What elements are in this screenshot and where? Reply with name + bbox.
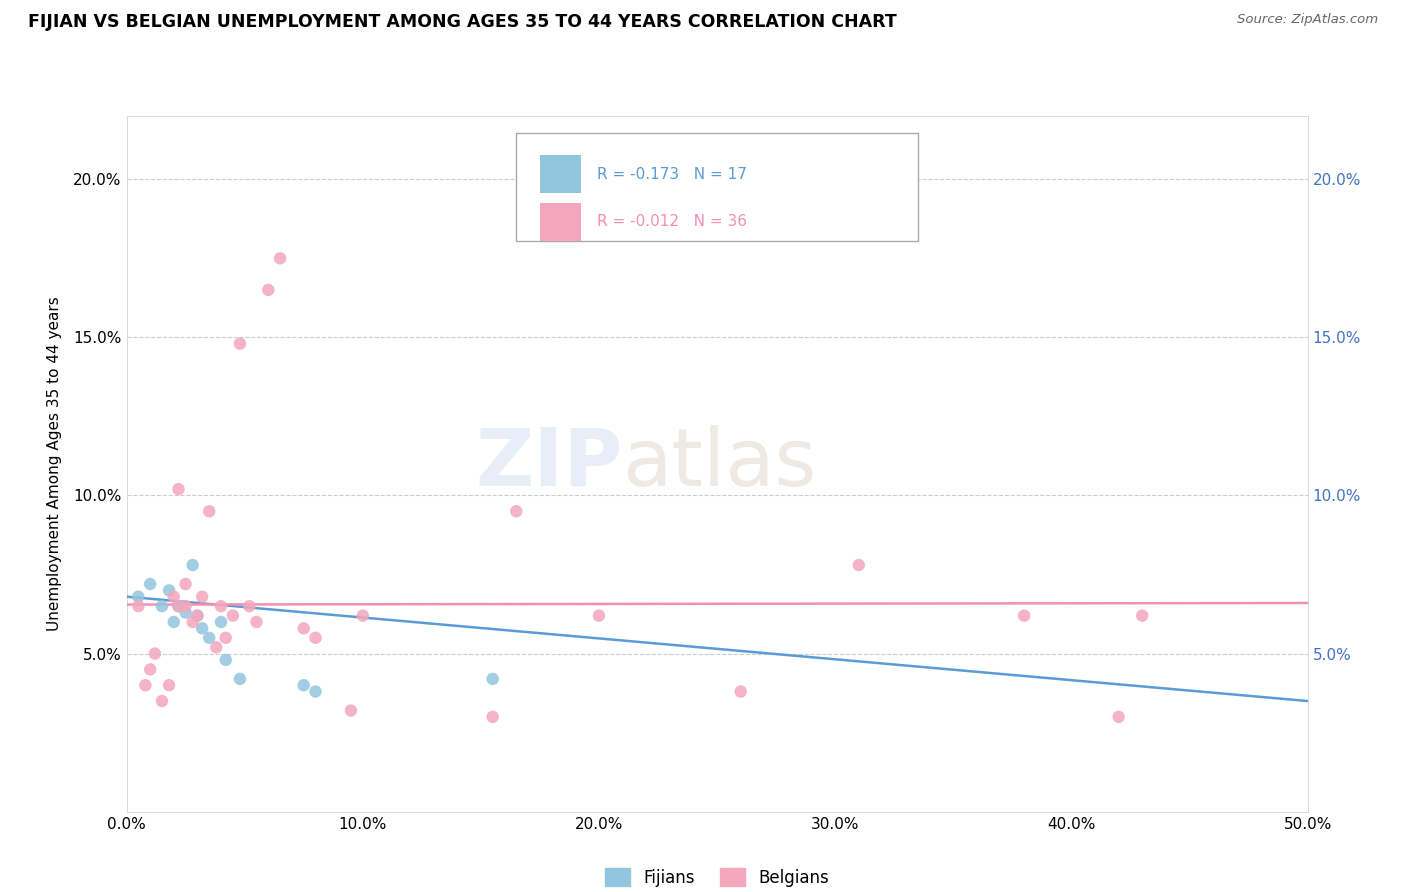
Point: [167, 482, 190, 496]
Point: [481, 672, 503, 686]
Point: [150, 694, 173, 708]
Point: [245, 615, 267, 629]
Point: [229, 672, 252, 686]
Point: [588, 608, 610, 623]
Point: [1012, 608, 1035, 623]
Point: [730, 684, 752, 698]
Point: [143, 647, 166, 661]
Point: [139, 577, 162, 591]
Point: [127, 599, 149, 614]
Point: [181, 558, 204, 572]
Point: [505, 504, 527, 518]
Point: [157, 678, 180, 692]
Point: [304, 684, 326, 698]
Legend: Fijians, Belgians: Fijians, Belgians: [599, 862, 835, 892]
Point: [127, 590, 149, 604]
Point: [150, 599, 173, 614]
Point: [174, 577, 197, 591]
Text: R = -0.012   N = 36: R = -0.012 N = 36: [596, 214, 747, 229]
Point: [340, 704, 363, 718]
Point: [292, 678, 315, 692]
Point: [257, 283, 280, 297]
Point: [186, 608, 208, 623]
Text: Source: ZipAtlas.com: Source: ZipAtlas.com: [1237, 13, 1378, 27]
Point: [352, 608, 374, 623]
Point: [139, 662, 162, 676]
Point: [215, 653, 238, 667]
Point: [198, 631, 221, 645]
Point: [481, 710, 503, 724]
Point: [181, 615, 204, 629]
Point: [157, 583, 180, 598]
Point: [292, 621, 315, 635]
Text: atlas: atlas: [623, 425, 817, 503]
Point: [191, 621, 214, 635]
Point: [163, 590, 186, 604]
Bar: [540, 155, 581, 194]
Text: ZIP: ZIP: [475, 425, 623, 503]
Text: R = -0.173   N = 17: R = -0.173 N = 17: [596, 167, 747, 182]
Point: [1130, 608, 1153, 623]
Bar: [516, 134, 918, 241]
Point: [205, 640, 228, 655]
Point: [186, 608, 208, 623]
Point: [191, 590, 214, 604]
Point: [229, 336, 252, 351]
Point: [209, 615, 232, 629]
Point: [215, 631, 238, 645]
Point: [238, 599, 260, 614]
Point: [167, 599, 190, 614]
Y-axis label: Unemployment Among Ages 35 to 44 years: Unemployment Among Ages 35 to 44 years: [48, 296, 62, 632]
Bar: [540, 202, 581, 241]
Text: FIJIAN VS BELGIAN UNEMPLOYMENT AMONG AGES 35 TO 44 YEARS CORRELATION CHART: FIJIAN VS BELGIAN UNEMPLOYMENT AMONG AGE…: [28, 13, 897, 31]
Point: [167, 599, 190, 614]
Point: [304, 631, 326, 645]
Point: [134, 678, 156, 692]
Point: [209, 599, 232, 614]
Point: [269, 252, 291, 266]
Point: [174, 599, 197, 614]
Point: [1108, 710, 1130, 724]
Point: [222, 608, 245, 623]
Point: [198, 504, 221, 518]
Point: [848, 558, 870, 572]
Point: [163, 615, 186, 629]
Point: [174, 606, 197, 620]
